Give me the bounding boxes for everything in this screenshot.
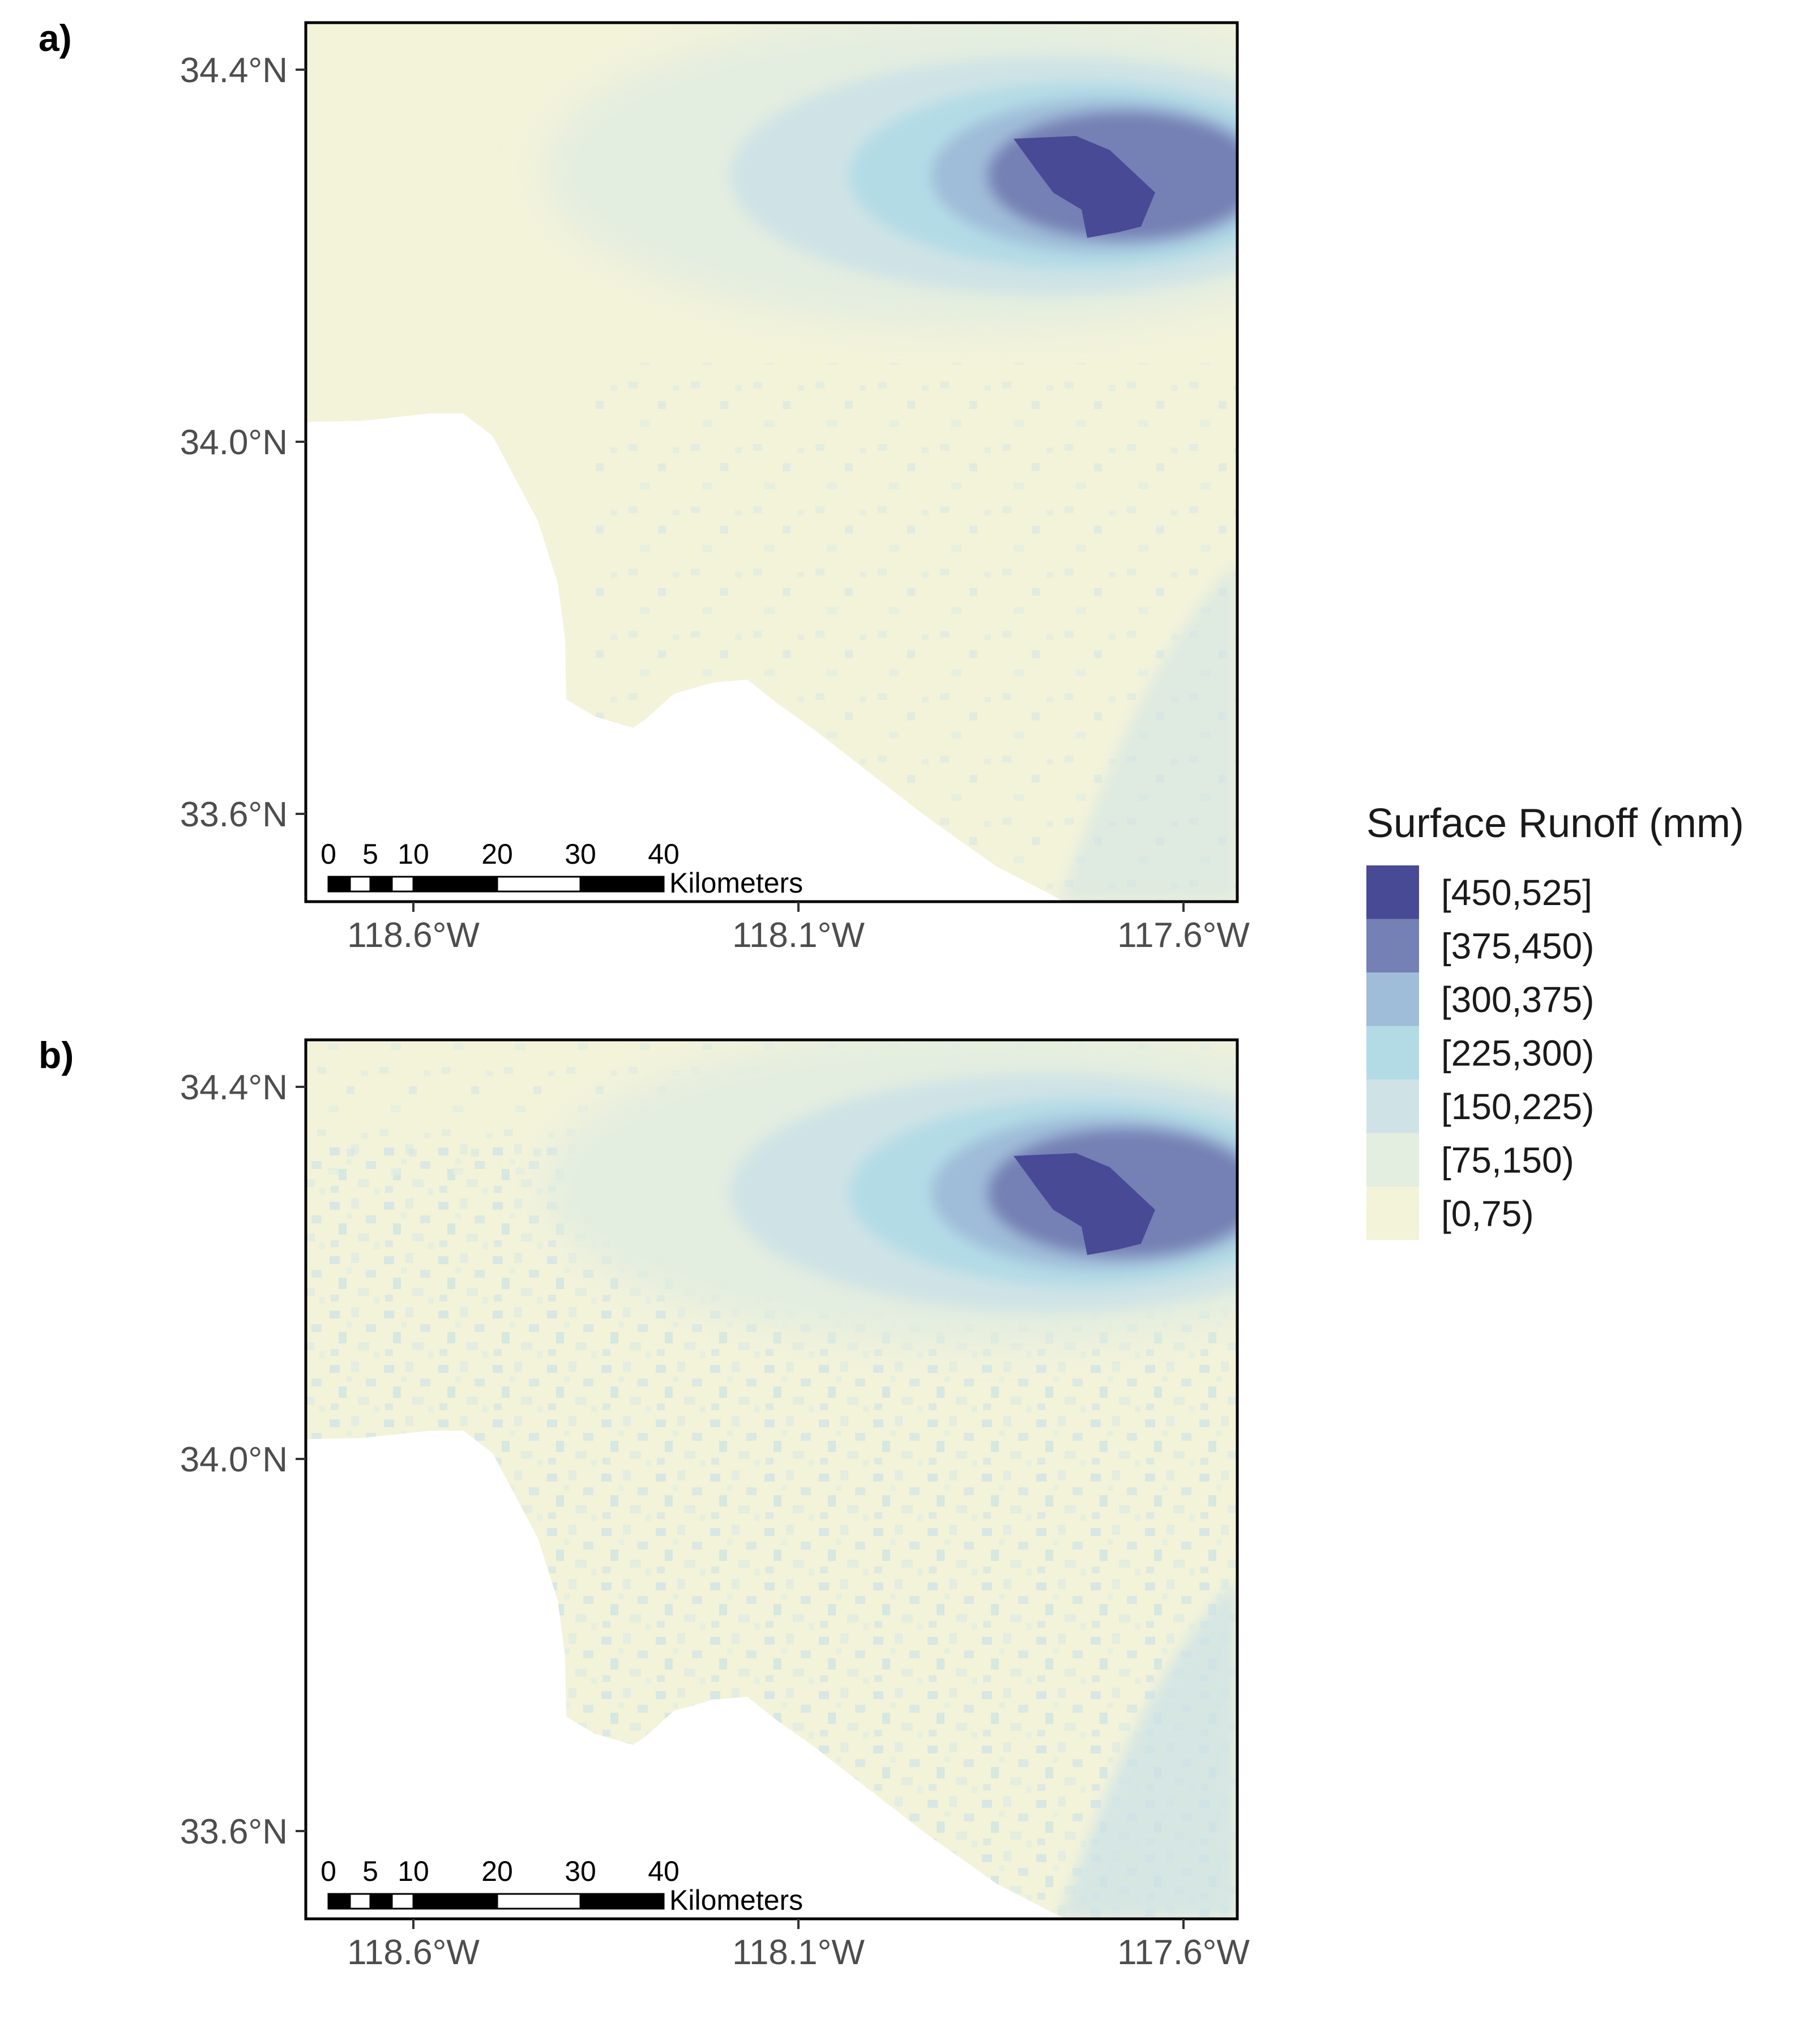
legend-label: [375,450) (1441, 926, 1594, 967)
scale-bar-tick: 10 (398, 838, 429, 870)
legend-label: [0,75) (1441, 1193, 1534, 1234)
scale-bar-segment (349, 876, 371, 893)
runoff-southeast (1059, 1578, 1237, 1919)
runoff-raster (306, 23, 1237, 902)
legend-label: [150,225) (1441, 1086, 1594, 1127)
scale-bar-unit: Kilometers (669, 1884, 803, 1916)
scale-bar-tick: 0 (321, 1855, 336, 1887)
scale-bar-tick: 20 (481, 1855, 513, 1887)
scale-bar-tick: 0 (321, 838, 336, 870)
y-tick-label: 34.4°N (180, 1068, 288, 1107)
runoff-raster (306, 1040, 1237, 1919)
y-tick-label: 33.6°N (180, 1812, 288, 1851)
runoff-peak (1014, 136, 1155, 238)
scale-bar-segment (579, 876, 665, 893)
scale-bar-segment (327, 876, 351, 893)
legend-label: [75,150) (1441, 1140, 1574, 1181)
legend-key (1366, 865, 1419, 919)
scale-bar-tick: 30 (565, 838, 596, 870)
scale-bar-tick: 10 (398, 1855, 429, 1887)
scale-bar-segment (391, 876, 415, 893)
scale-bar-tick: 30 (565, 1855, 596, 1887)
scale-bar-tick: 20 (481, 838, 513, 870)
scale-bar-segment (349, 1893, 371, 1910)
y-tick-label: 34.0°N (180, 1440, 288, 1479)
legend-label: [450,525] (1441, 872, 1592, 913)
scale-bar-tick: 5 (362, 1855, 378, 1887)
x-tick-label: 117.6°W (1117, 1933, 1250, 1972)
scale-bar-segment (496, 876, 582, 893)
panel-label: a) (39, 17, 72, 59)
legend-title: Surface Runoff (mm) (1366, 801, 1744, 846)
scale-bar-segment (327, 1893, 351, 1910)
legend-key (1366, 1079, 1419, 1133)
legend-key (1366, 1026, 1419, 1079)
scale-bar-tick: 40 (648, 838, 680, 870)
y-tick-label: 34.4°N (180, 51, 288, 90)
scale-bar-segment (369, 1893, 393, 1910)
scale-bar-segment (579, 1893, 665, 1910)
scale-bar-tick: 5 (362, 838, 378, 870)
scale-bar-segment (412, 876, 498, 893)
runoff-southeast (1059, 561, 1237, 902)
scale-bar-segment (391, 1893, 415, 1910)
scale-bar-unit: Kilometers (669, 867, 803, 899)
legend-label: [225,300) (1441, 1033, 1594, 1074)
scale-bar-segment (496, 1893, 582, 1910)
x-tick-label: 118.6°W (347, 1933, 480, 1972)
y-tick-label: 33.6°N (180, 795, 288, 834)
legend-key (1366, 1133, 1419, 1187)
legend-label: [300,375) (1441, 979, 1594, 1020)
scale-bar-tick: 40 (648, 1855, 680, 1887)
map-frame (304, 1038, 1239, 1921)
scale-bar-segment (369, 876, 393, 893)
ocean (306, 1431, 1065, 1919)
x-tick-label: 118.1°W (732, 1933, 865, 1972)
legend-key (1366, 919, 1419, 972)
x-tick-label: 118.6°W (347, 916, 480, 955)
legend-key (1366, 972, 1419, 1026)
map-frame (304, 21, 1239, 903)
legend: Surface Runoff (mm) [450,525] [375,450) [30… (1366, 801, 1744, 1240)
x-tick-label: 118.1°W (732, 916, 865, 955)
y-tick-label: 34.0°N (180, 423, 288, 462)
scale-bar-segment (412, 1893, 498, 1910)
ocean (306, 413, 1065, 902)
runoff-peak (1014, 1153, 1155, 1255)
panel-label: b) (39, 1034, 74, 1076)
x-tick-label: 117.6°W (1117, 916, 1250, 955)
legend-key (1366, 1187, 1419, 1240)
